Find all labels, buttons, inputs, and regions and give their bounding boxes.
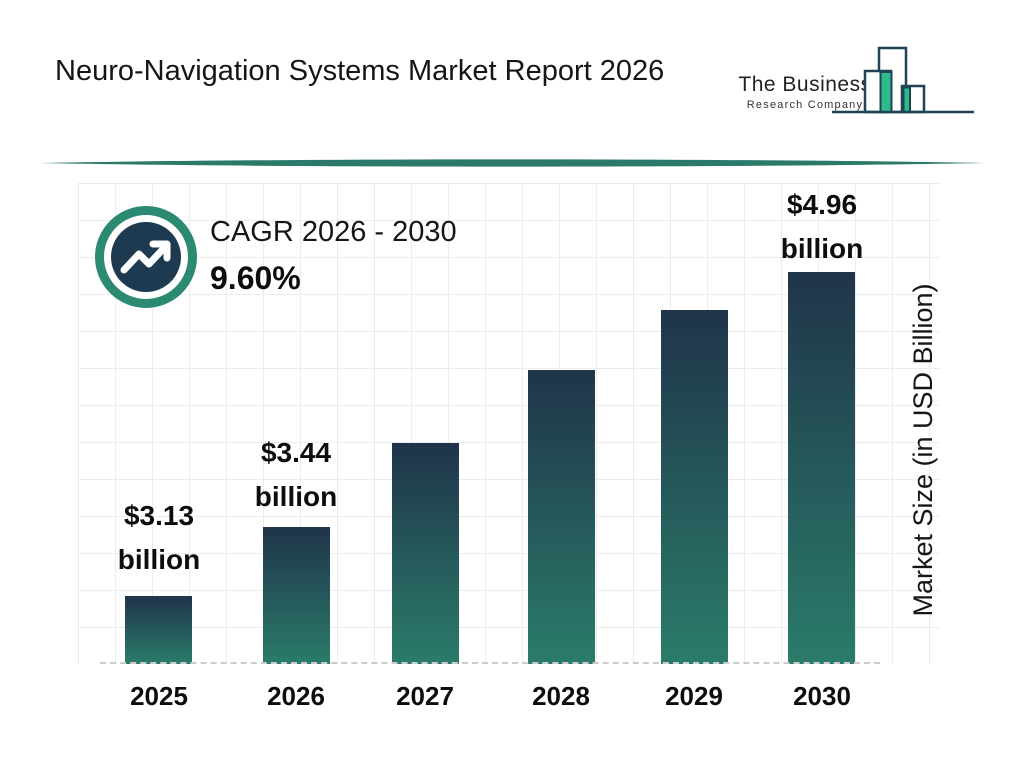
value-label-2025-amount: $3.13 <box>123 500 195 531</box>
company-name: The Business <box>738 73 872 96</box>
bar-2026 <box>263 527 330 664</box>
x-tick-2029: 2029 <box>665 681 723 711</box>
bar-2025 <box>125 596 192 664</box>
x-tick-2027: 2027 <box>396 681 454 711</box>
cagr-period-label: CAGR 2026 - 2030 <box>210 216 457 248</box>
company-subname: Research Company <box>746 99 864 111</box>
cagr-value: 9.60% <box>210 260 301 296</box>
x-axis-baseline <box>100 662 880 664</box>
value-label-2025-unit: billion <box>117 544 201 575</box>
value-label-2030: $4.96 billion <box>732 183 912 271</box>
divider <box>40 159 984 167</box>
y-axis-label: Market Size (in USD Billion) <box>908 283 938 617</box>
bar-2030 <box>788 272 855 664</box>
value-label-2025: $3.13 billion <box>69 494 249 582</box>
value-label-2026-amount: $3.44 <box>260 437 332 468</box>
value-label-2030-unit: billion <box>780 233 864 264</box>
value-label-2026-unit: billion <box>254 481 338 512</box>
bar-2029 <box>661 310 728 664</box>
bar-chart-logo-icon <box>832 46 974 114</box>
company-logo-text: The Business Research Company <box>730 73 880 111</box>
x-tick-2025: 2025 <box>130 681 188 711</box>
bar-2027 <box>392 443 459 664</box>
value-label-2026: $3.44 billion <box>206 431 386 519</box>
x-tick-2026: 2026 <box>267 681 325 711</box>
company-logo: The Business Research Company <box>720 40 1000 150</box>
x-tick-2030: 2030 <box>793 681 851 711</box>
bar-2028 <box>528 370 595 664</box>
trend-up-icon <box>95 206 197 308</box>
x-tick-2028: 2028 <box>532 681 590 711</box>
page-title: Neuro-Navigation Systems Market Report 2… <box>55 55 665 87</box>
value-label-2030-amount: $4.96 <box>786 189 858 220</box>
